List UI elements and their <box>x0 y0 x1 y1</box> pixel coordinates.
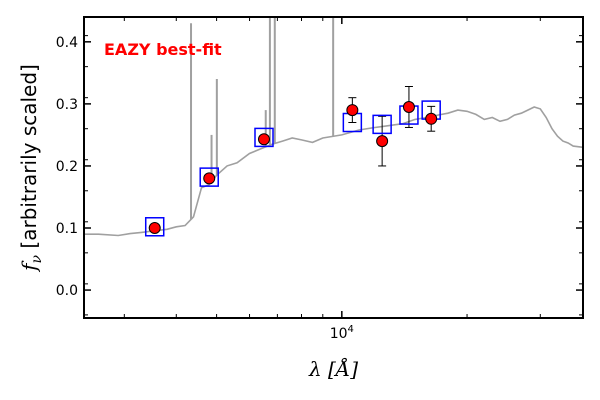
y-tick-label: 0.1 <box>56 221 78 237</box>
plot-frame <box>83 16 584 319</box>
x-axis-label-symbol: λ <box>308 357 322 381</box>
y-tick-label: 0.4 <box>56 35 78 51</box>
y-tick-label: 0.2 <box>56 159 78 175</box>
observed-photometry-point <box>148 222 161 235</box>
observed-photometry-point <box>425 112 438 125</box>
model-photometry-layer <box>144 100 441 237</box>
x-tick-label-exponent: 4 <box>348 324 354 335</box>
observed-photometry-point <box>346 104 359 117</box>
observed-photometry-point <box>376 135 389 148</box>
annotation-label: EAZY best-fit <box>104 40 222 59</box>
y-tick-label: 0.0 <box>56 283 78 299</box>
observed-photometry-point <box>203 172 216 185</box>
y-axis-label-subscript: ν <box>29 254 45 263</box>
model-photometry-box <box>372 114 392 135</box>
y-axis-label-text: [arbitrarily scaled] <box>17 64 41 255</box>
template-spectrum-line <box>84 106 584 237</box>
observed-photometry-layer <box>148 100 438 235</box>
x-axis-label: λ [Å] <box>308 356 358 381</box>
y-axis-label: fν [arbitrarily scaled] <box>17 64 45 273</box>
axis-ticks-layer: 0.0 0.1 0.2 0.3 0.4 104 <box>56 17 583 342</box>
error-bars-layer <box>150 86 436 231</box>
model-photometry-box <box>254 127 274 148</box>
x-tick-label: 104 <box>330 324 354 342</box>
template-spectrum-layer <box>84 106 584 237</box>
x-axis-label-text: [Å] <box>322 356 359 381</box>
observed-photometry-point <box>402 100 415 113</box>
y-tick-label: 0.3 <box>56 97 78 113</box>
model-photometry-box <box>144 217 165 237</box>
model-photometry-box <box>199 167 219 187</box>
observed-photometry-point <box>257 133 270 146</box>
